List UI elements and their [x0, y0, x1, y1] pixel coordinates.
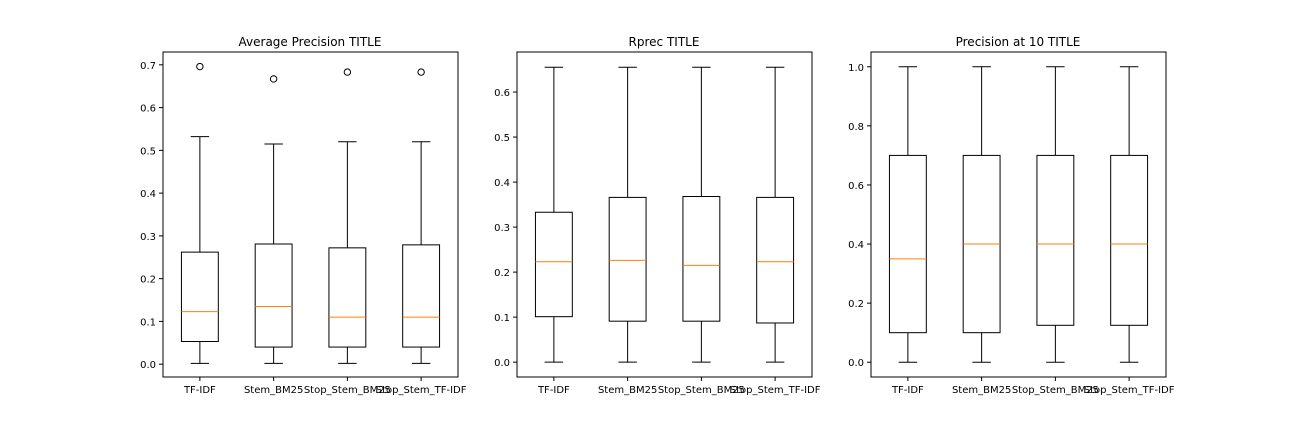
y-tick-label: 0.0 [848, 358, 864, 369]
subplot-rprec: Rprec TITLE 0.0 0.1 0.2 0.3 0.4 0.5 0.6 TF-IDF S… [494, 35, 821, 396]
subplot-average-precision: Average Precision TITLE 0.0 0.1 0.2 0.3 0.4 0… [140, 35, 467, 396]
iqr-box [180, 251, 219, 343]
y-tick-label: 0.1 [494, 313, 510, 324]
axes-frame [516, 51, 813, 378]
box-tf-idf [534, 66, 573, 363]
y-tick-label: 0.6 [494, 88, 510, 99]
box-stop-stem-bm25 [328, 68, 367, 364]
box-stem-bm25 [962, 66, 1001, 363]
box-tf-idf [888, 66, 927, 363]
axes-frame [870, 51, 1167, 378]
y-tick-label: 1.0 [848, 63, 864, 74]
box-stop-stem-tf-idf [756, 66, 795, 363]
x-tick-label: Stem_BM25 [244, 385, 303, 396]
x-tick-label: Stop_Stem_TF-IDF [730, 385, 821, 396]
y-tick-label: 0.6 [140, 104, 156, 115]
y-tick-label: 0.3 [140, 232, 156, 243]
subplot-precision-at-10: Precision at 10 TITLE 0.0 0.2 0.4 0.6 0.8 1.0… [848, 35, 1175, 396]
iqr-box [328, 247, 367, 348]
box-stem-bm25 [608, 66, 647, 363]
iqr-box [888, 154, 927, 334]
x-tick-label: Stop_Stem_BM25 [304, 385, 391, 396]
y-tick-label: 0.3 [494, 223, 510, 234]
chart-title: Rprec TITLE [629, 35, 700, 49]
x-tick-label: TF-IDF [891, 385, 924, 396]
x-tick-label: Stop_Stem_TF-IDF [1084, 385, 1175, 396]
iqr-box [756, 196, 795, 324]
chart-title: Average Precision TITLE [239, 35, 382, 49]
iqr-box [1110, 154, 1149, 326]
y-tick-label: 0.4 [848, 240, 864, 251]
box-stem-bm25 [254, 75, 293, 364]
y-tick-label: 0.1 [140, 317, 156, 328]
iqr-box [682, 195, 721, 322]
box-tf-idf [180, 62, 219, 364]
box-stop-stem-tf-idf [402, 68, 441, 364]
x-tick-label: Stem_BM25 [952, 385, 1011, 396]
y-tick-label: 0.7 [140, 61, 156, 72]
axes-frame [162, 51, 459, 378]
y-tick-label: 0.2 [848, 299, 864, 310]
x-tick-label: TF-IDF [537, 385, 570, 396]
y-tick-label: 0.2 [494, 268, 510, 279]
y-tick-label: 0.6 [848, 181, 864, 192]
flier-point [417, 68, 425, 76]
iqr-box [534, 211, 573, 318]
chart-title: Precision at 10 TITLE [956, 35, 1081, 49]
y-tick-label: 0.8 [848, 122, 864, 133]
y-tick-label: 0.4 [140, 189, 156, 200]
iqr-box [402, 244, 441, 348]
iqr-box [1036, 154, 1075, 326]
x-tick-label: Stop_Stem_BM25 [1012, 385, 1099, 396]
y-tick-label: 0.5 [140, 146, 156, 157]
x-tick-label: Stop_Stem_TF-IDF [376, 385, 467, 396]
flier-point [343, 68, 352, 76]
box-stop-stem-bm25 [1036, 66, 1075, 363]
box-stop-stem-bm25 [682, 66, 721, 363]
iqr-box [254, 243, 293, 348]
y-tick-label: 0.2 [140, 275, 156, 286]
x-tick-label: Stem_BM25 [598, 385, 657, 396]
x-tick-label: Stop_Stem_BM25 [658, 385, 745, 396]
y-tick-label: 0.0 [140, 360, 156, 371]
box-stop-stem-tf-idf [1110, 66, 1149, 363]
y-tick-label: 0.5 [494, 133, 510, 144]
iqr-box [608, 196, 647, 322]
y-tick-label: 0.0 [494, 358, 510, 369]
x-tick-label: TF-IDF [183, 385, 216, 396]
flier-point [196, 62, 204, 71]
y-tick-label: 0.4 [494, 178, 510, 189]
flier-point [269, 75, 278, 83]
